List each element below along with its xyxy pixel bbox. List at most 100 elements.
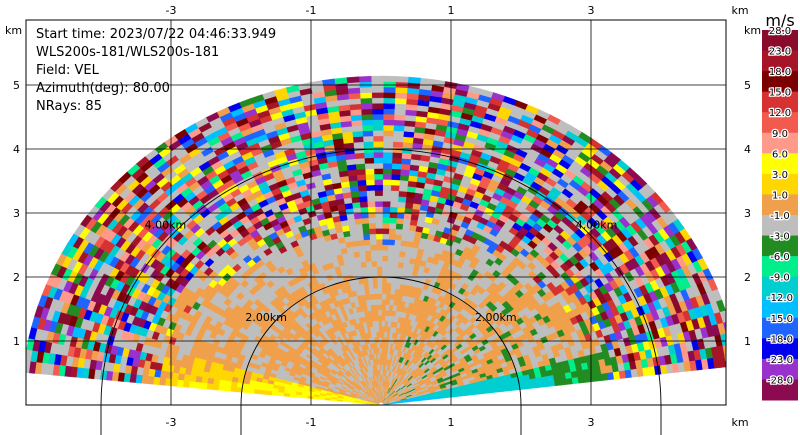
velocity-cell bbox=[372, 277, 378, 284]
velocity-cell bbox=[382, 108, 395, 115]
velocity-cell bbox=[371, 266, 378, 273]
velocity-cell bbox=[353, 212, 362, 220]
velocity-cell bbox=[382, 97, 396, 104]
velocity-cell bbox=[401, 141, 413, 149]
velocity-cell bbox=[395, 217, 404, 225]
velocity-cell bbox=[378, 320, 382, 327]
velocity-cell bbox=[397, 256, 405, 263]
velocity-cell bbox=[346, 76, 360, 84]
velocity-cell bbox=[381, 326, 385, 333]
velocity-cell bbox=[370, 75, 384, 82]
velocity-cell bbox=[351, 130, 364, 138]
velocity-cell bbox=[364, 168, 375, 175]
velocity-cell bbox=[357, 245, 366, 252]
velocity-cell bbox=[360, 108, 373, 115]
velocity-cell bbox=[351, 201, 361, 209]
velocity-cell bbox=[397, 196, 407, 203]
velocity-cell bbox=[382, 206, 391, 213]
velocity-cell bbox=[386, 260, 394, 268]
velocity-cell bbox=[360, 113, 373, 121]
velocity-cell bbox=[381, 293, 387, 300]
velocity-cell bbox=[365, 179, 375, 186]
velocity-cell bbox=[350, 196, 360, 204]
velocity-cell bbox=[369, 244, 377, 251]
velocity-cell bbox=[382, 168, 392, 175]
velocity-cell bbox=[400, 234, 409, 242]
velocity-cell bbox=[361, 119, 373, 126]
velocity-cell bbox=[384, 309, 390, 316]
velocity-cell bbox=[394, 234, 402, 241]
velocity-cell bbox=[391, 157, 402, 165]
velocity-cell bbox=[381, 249, 389, 256]
velocity-cell bbox=[393, 124, 405, 132]
velocity-cell bbox=[375, 222, 383, 229]
velocity-cell bbox=[392, 141, 404, 148]
velocity-cell bbox=[399, 245, 407, 252]
velocity-cell bbox=[369, 239, 377, 246]
velocity-cell bbox=[362, 228, 370, 235]
velocity-cell bbox=[382, 184, 392, 191]
velocity-cell bbox=[370, 249, 377, 257]
velocity-cell bbox=[381, 331, 385, 338]
velocity-cell bbox=[392, 255, 400, 263]
velocity-cell bbox=[359, 97, 373, 105]
velocity-cell bbox=[373, 293, 379, 300]
velocity-cell bbox=[364, 250, 372, 257]
velocity-cell bbox=[381, 337, 385, 343]
velocity-cell bbox=[358, 195, 368, 203]
velocity-cell bbox=[398, 179, 409, 187]
velocity-cell bbox=[382, 102, 395, 110]
velocity-cell bbox=[366, 195, 376, 202]
velocity-cell bbox=[402, 218, 411, 226]
velocity-cell bbox=[370, 81, 384, 88]
velocity-cell bbox=[401, 152, 412, 160]
velocity-cell bbox=[349, 185, 359, 193]
velocity-cell bbox=[385, 293, 391, 300]
velocity-cell bbox=[372, 141, 384, 148]
velocity-cell bbox=[388, 304, 394, 311]
velocity-cell bbox=[376, 249, 383, 256]
velocity-cell bbox=[366, 190, 376, 197]
velocity-cell bbox=[390, 179, 400, 186]
velocity-cell bbox=[382, 217, 390, 224]
velocity-cell bbox=[390, 190, 400, 197]
velocity-cell bbox=[354, 157, 365, 165]
velocity-cell bbox=[381, 244, 389, 251]
velocity-cell bbox=[371, 97, 384, 104]
velocity-cell bbox=[374, 195, 383, 202]
velocity-cell bbox=[350, 114, 363, 122]
velocity-cell bbox=[389, 288, 396, 295]
velocity-cell bbox=[393, 250, 400, 257]
velocity-cell bbox=[382, 179, 392, 186]
velocity-cell bbox=[372, 119, 384, 126]
velocity-cell bbox=[396, 206, 406, 214]
velocity-cell bbox=[394, 228, 403, 236]
velocity-cell bbox=[387, 255, 394, 262]
velocity-cell bbox=[394, 97, 407, 105]
velocity-cell bbox=[559, 378, 568, 386]
velocity-cell bbox=[374, 206, 383, 213]
velocity-cell bbox=[375, 228, 383, 235]
velocity-cell bbox=[373, 162, 384, 169]
velocity-cell bbox=[381, 315, 386, 322]
velocity-cell bbox=[389, 293, 395, 300]
velocity-cell bbox=[389, 299, 395, 306]
velocity-cell bbox=[397, 261, 404, 269]
velocity-cell bbox=[397, 190, 408, 198]
velocity-cell bbox=[366, 266, 373, 273]
velocity-cell bbox=[393, 244, 401, 252]
velocity-cell bbox=[362, 141, 374, 148]
velocity-cell bbox=[381, 304, 386, 311]
velocity-cell bbox=[371, 86, 384, 93]
velocity-cell bbox=[363, 152, 374, 159]
velocity-cell bbox=[390, 277, 397, 284]
velocity-cell bbox=[357, 185, 367, 192]
velocity-cell bbox=[385, 288, 391, 295]
velocity-cell bbox=[395, 76, 409, 83]
velocity-cell bbox=[375, 238, 383, 245]
velocity-cell bbox=[355, 228, 364, 236]
velocity-cell bbox=[378, 337, 382, 343]
velocity-cell bbox=[401, 229, 410, 236]
velocity-cell bbox=[387, 244, 395, 251]
